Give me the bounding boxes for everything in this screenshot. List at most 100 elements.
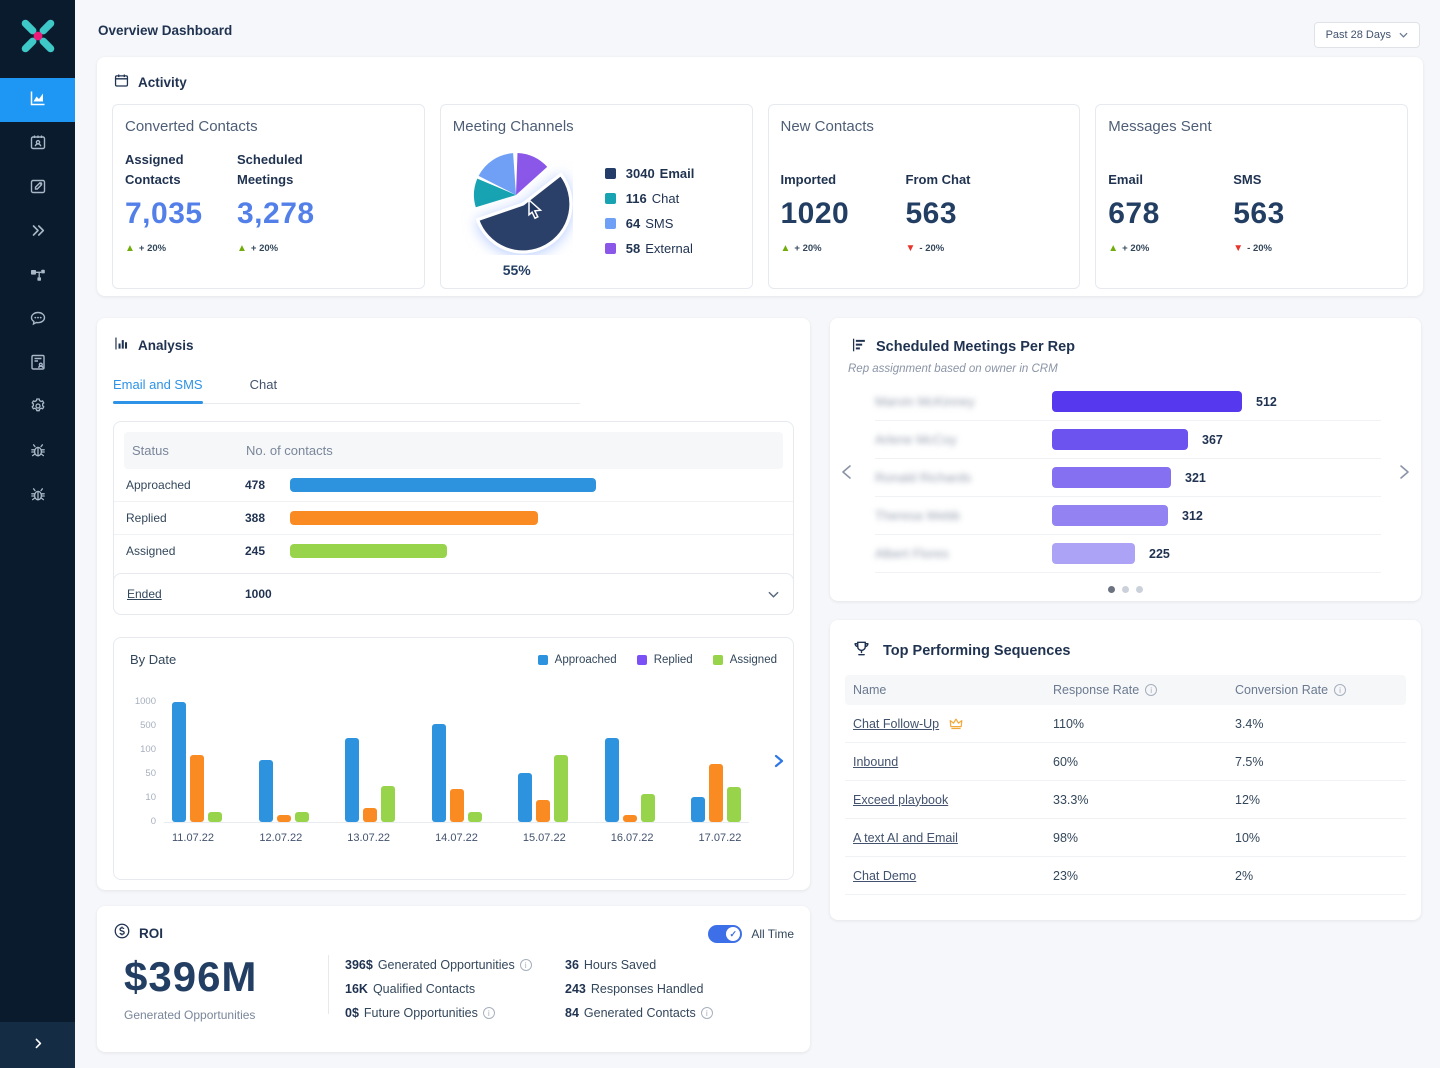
chevron-right-icon	[30, 1035, 46, 1056]
carousel-dot[interactable]	[1136, 586, 1143, 593]
by-date-plot: 0 10 50 100 500 1000	[135, 696, 749, 827]
roi-value: $396M	[124, 953, 258, 1000]
bydate-bar-group	[691, 764, 741, 822]
trophy-icon	[852, 639, 871, 662]
roi-stat: 396$ Generated Opportunities	[345, 958, 565, 972]
sidebar-item-sequences-flow[interactable]	[0, 254, 75, 298]
by-date-next-button[interactable]	[773, 754, 785, 773]
rep-bar	[1052, 467, 1171, 488]
rep-row: Albert Flores 225	[875, 535, 1381, 573]
calendar-icon	[113, 72, 130, 92]
rep-bar	[1052, 391, 1242, 412]
carousel-dot[interactable]	[1122, 586, 1129, 593]
double-chevron-right-icon	[28, 220, 48, 245]
sidebar-expand-button[interactable]	[0, 1022, 75, 1068]
chart-legend-item: Approached	[537, 654, 617, 666]
info-icon[interactable]	[482, 1007, 495, 1019]
sidebar-item-bug-report-alt[interactable]	[0, 474, 75, 518]
all-time-toggle[interactable]	[708, 924, 743, 943]
sitemap-icon	[28, 264, 48, 289]
card-title: Meeting Channels	[452, 118, 574, 135]
info-icon[interactable]	[519, 959, 532, 971]
sidebar-item-settings[interactable]	[0, 386, 75, 430]
activity-section: Activity Converted Contacts Assigned Con…	[97, 57, 1423, 296]
info-icon[interactable]	[1334, 684, 1347, 696]
scheduled-meetings-section: Scheduled Meetings Per Rep Rep assignmen…	[830, 318, 1421, 601]
analysis-tabs: Email and SMS Chat	[113, 368, 580, 404]
card-title: Converted Contacts	[125, 118, 258, 135]
sequence-link[interactable]: Inbound	[853, 754, 899, 769]
rep-row: Theresa Webb 312	[875, 497, 1381, 535]
sidebar-item-collapse[interactable]	[0, 210, 75, 254]
metric-email: Email 678 ▲ + 20%	[1108, 171, 1160, 255]
carousel-dots	[830, 586, 1421, 593]
pie-legend-item: 3040 Email	[604, 166, 694, 181]
sequence-link[interactable]: A text AI and Email	[853, 830, 958, 845]
sequence-row: Chat Follow-Up 110% 3.4%	[845, 705, 1406, 743]
sidebar-item-compose[interactable]	[0, 166, 75, 210]
sequence-row: Inbound 60% 7.5%	[845, 743, 1406, 781]
sequence-link[interactable]: Chat Follow-Up	[853, 716, 1053, 731]
rep-name-blurred: Albert Flores	[875, 546, 949, 561]
main-content: Overview Dashboard Past 28 Days Activity…	[75, 0, 1440, 1068]
sidebar-item-contacts-calendar[interactable]	[0, 122, 75, 166]
tab-chat[interactable]: Chat	[249, 377, 278, 392]
sidebar-item-analytics[interactable]	[0, 78, 75, 122]
trend-up-icon: ▲	[237, 242, 247, 254]
carousel-next-button[interactable]	[1399, 464, 1410, 485]
roi-caption: Generated Opportunities	[124, 1008, 256, 1022]
trend-down-icon: ▼	[1233, 242, 1244, 254]
carousel-prev-button[interactable]	[841, 464, 852, 485]
chat-bubble-icon	[28, 308, 48, 333]
pie-legend-item: 58 External	[604, 241, 695, 256]
section-subtitle: Rep assignment based on owner in CRM	[848, 363, 1058, 375]
rep-name-blurred: Arlene McCoy	[875, 432, 957, 447]
roi-stat: 36 Hours Saved	[565, 958, 657, 972]
bydate-bar-group	[172, 702, 222, 822]
info-icon[interactable]	[1145, 684, 1158, 696]
roi-stat: 0$ Future Opportunities	[345, 1006, 565, 1020]
sequence-link[interactable]: Chat Demo	[853, 868, 917, 883]
rep-bar	[1052, 429, 1188, 450]
roi-stat: 84 Generated Contacts	[565, 1006, 785, 1020]
sidebar-item-bug-report[interactable]	[0, 430, 75, 474]
pie-legend-item: 64 SMS	[604, 216, 695, 231]
sidebar-item-contact-report[interactable]	[0, 342, 75, 386]
divider	[328, 955, 329, 1014]
sidebar-item-chat[interactable]	[0, 298, 75, 342]
sidebar	[0, 0, 75, 1068]
bydate-bar-group	[431, 724, 482, 822]
calendar-contact-icon	[28, 132, 48, 157]
sequence-link[interactable]: Exceed playbook	[853, 792, 949, 807]
crown-icon	[949, 718, 963, 730]
rep-bar	[1052, 543, 1135, 564]
tab-email-and-sms[interactable]: Email and SMS	[113, 368, 203, 404]
rep-row: Ronald Richards 321	[875, 459, 1381, 497]
info-icon[interactable]	[700, 1007, 713, 1019]
bug-icon	[28, 484, 48, 509]
trend-up-icon: ▲	[1108, 242, 1119, 254]
gear-icon	[28, 396, 48, 421]
by-date-title: By Date	[130, 652, 177, 667]
page-title: Overview Dashboard	[98, 23, 233, 38]
area-chart-icon	[28, 88, 48, 113]
card-title: New Contacts	[780, 118, 874, 135]
status-row: Assigned 245	[114, 535, 793, 567]
status-table-header: Status No. of contacts	[124, 432, 783, 469]
by-date-chart: By Date Approached Replied Assigned 0 10 50 1…	[113, 637, 794, 880]
top-sequences-section: Top Performing Sequences Name Response Ra…	[830, 620, 1421, 920]
carousel-dot[interactable]	[1108, 586, 1115, 593]
metric-from-chat: From Chat 563 ▼ - 20%	[905, 171, 971, 255]
meeting-channels-pie[interactable]: 55%	[453, 143, 581, 278]
legend-swatch	[604, 192, 616, 204]
messages-sent-card: Messages Sent Email 678 ▲ + 20% SMS 563 ▼…	[1095, 104, 1408, 289]
bar-chart-icon	[113, 335, 130, 355]
roi-stat: 243 Responses Handled	[565, 982, 704, 996]
trend-down-icon: ▼	[905, 242, 916, 254]
rep-name-blurred: Theresa Webb	[875, 508, 961, 523]
ended-row-expander[interactable]: Ended 1000	[113, 573, 794, 615]
toggle-knob	[726, 926, 741, 941]
roi-stats-right: 36 Hours Saved 243 Responses Handled 84 Ge…	[565, 958, 785, 1022]
date-range-dropdown[interactable]: Past 28 Days	[1313, 22, 1420, 48]
